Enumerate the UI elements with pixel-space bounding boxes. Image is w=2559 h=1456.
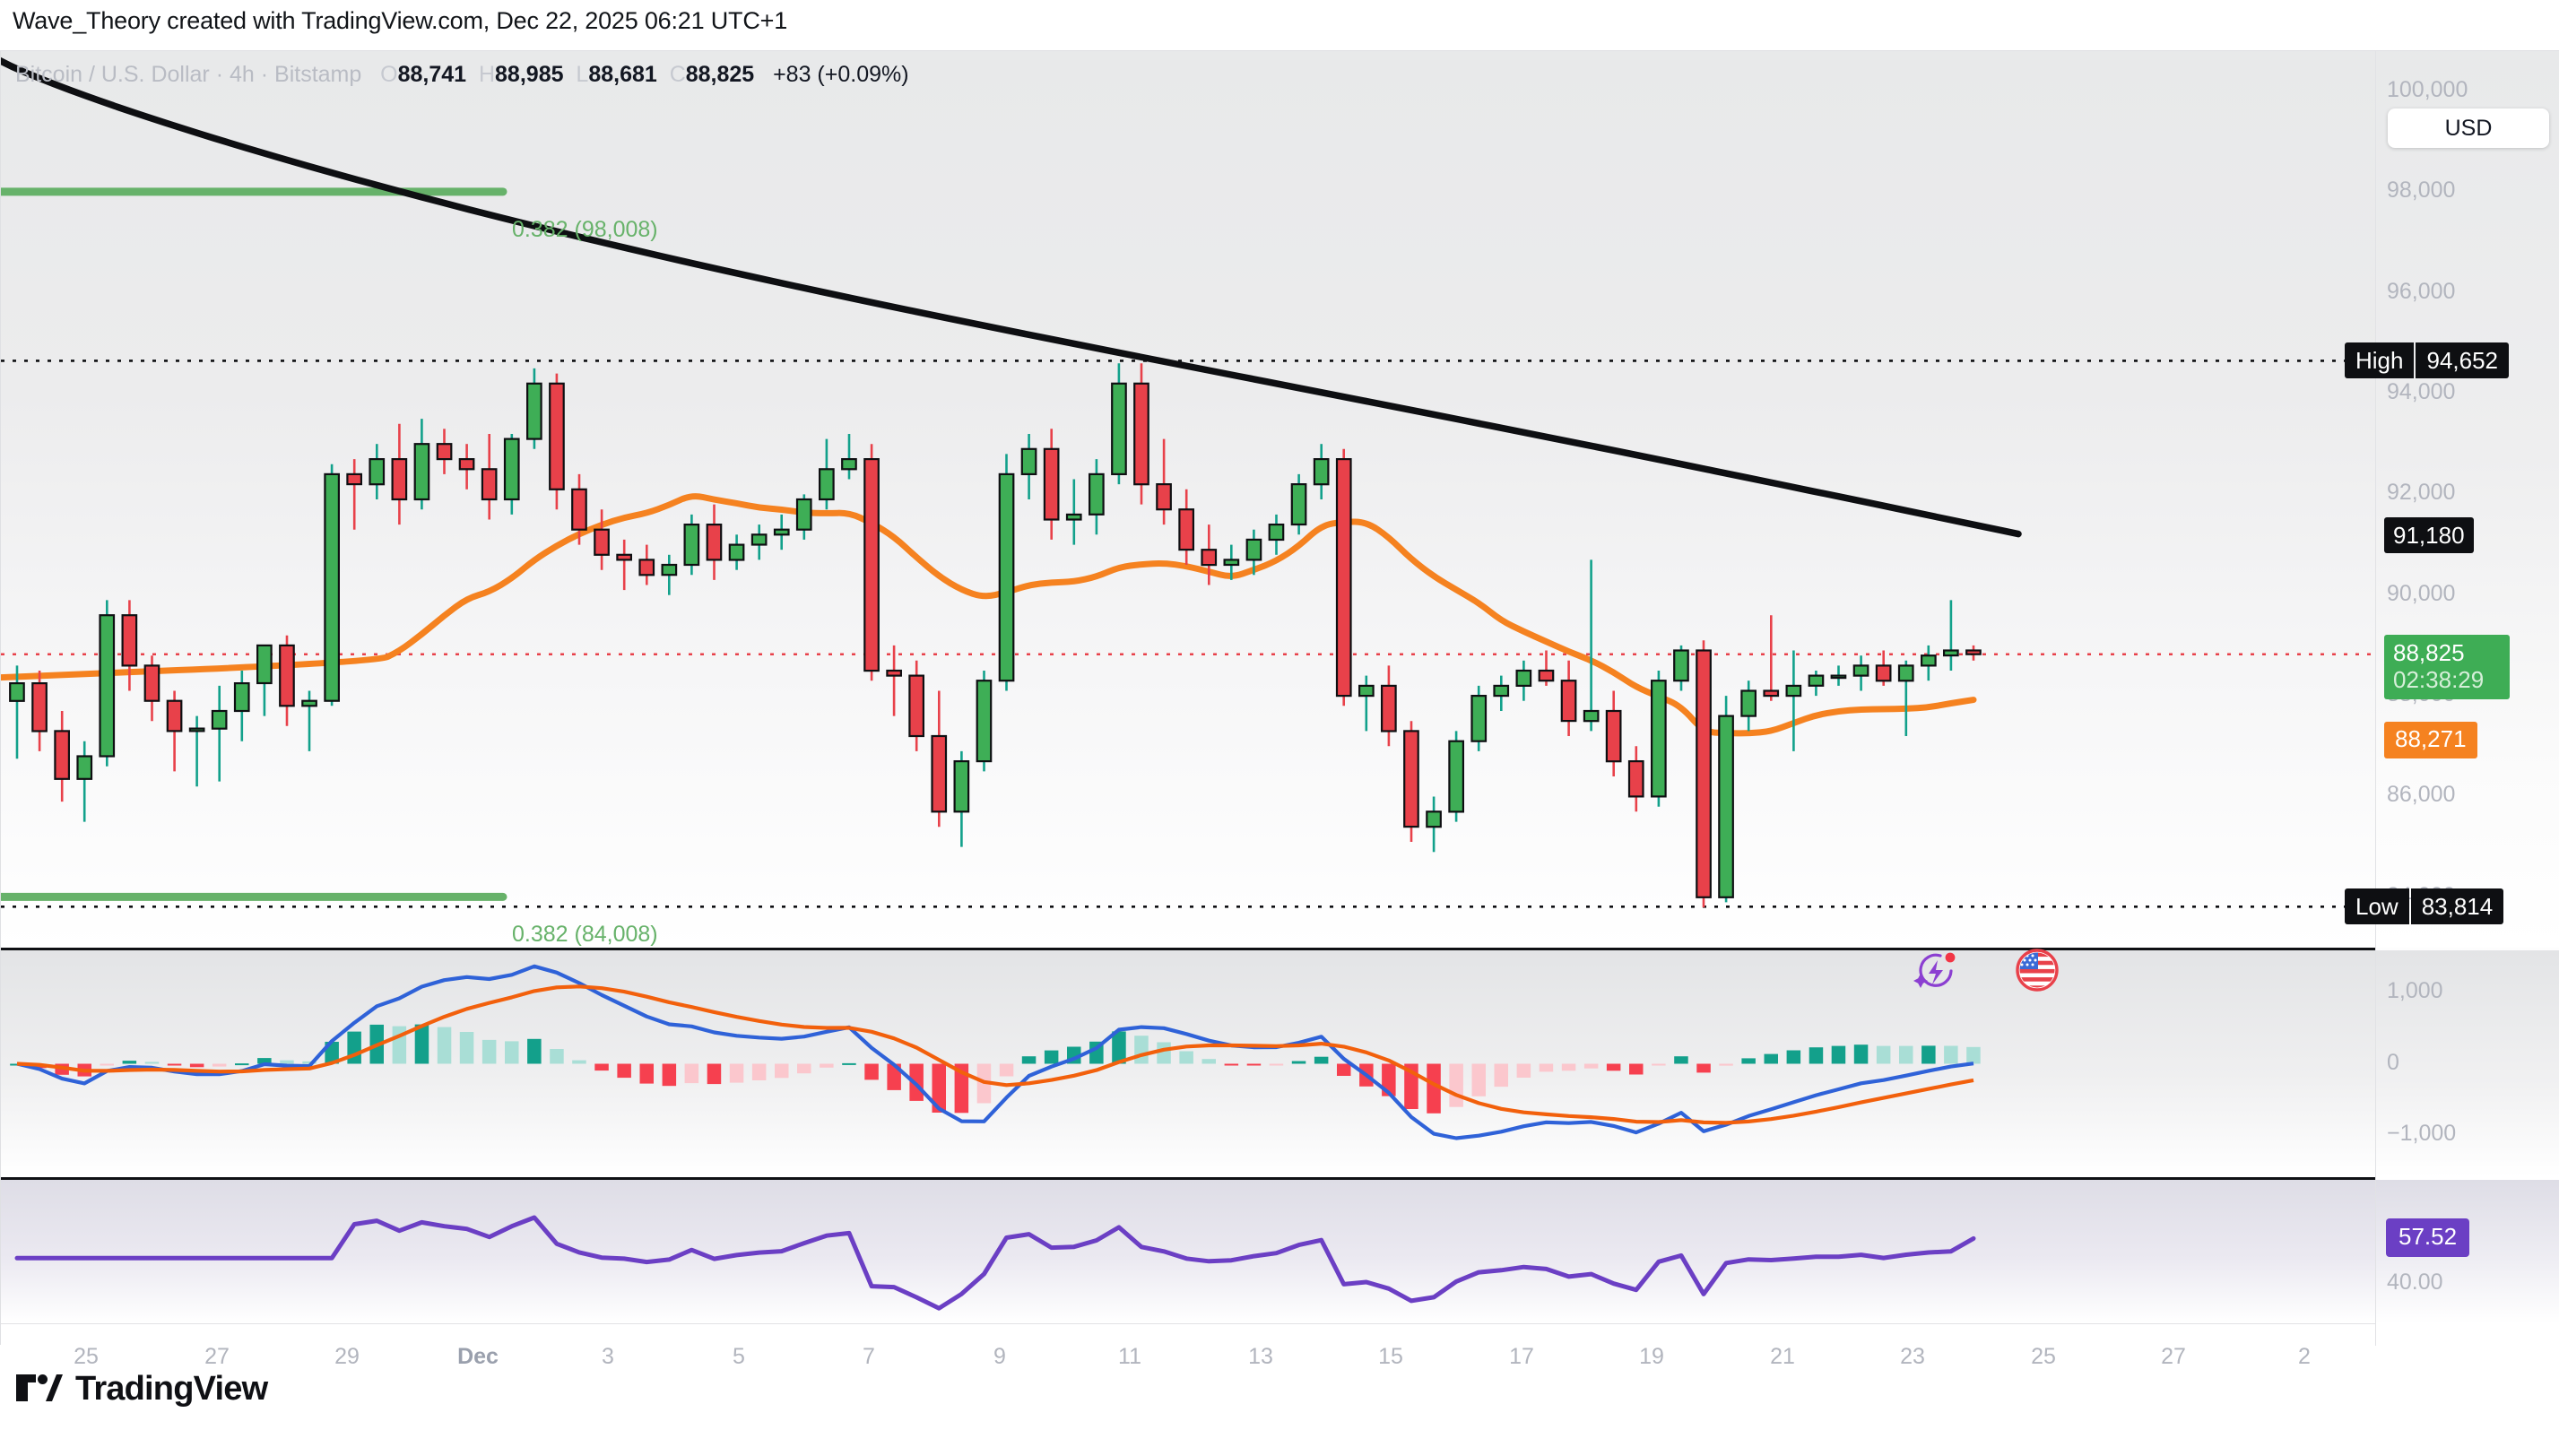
time-tick-label: 15 <box>1378 1344 1403 1369</box>
legend-close-value: 88,825 <box>685 62 755 87</box>
ai-sparkle-icon[interactable] <box>1911 948 1959 996</box>
high-badge-value: 94,652 <box>2416 342 2510 378</box>
time-tick-label: 3 <box>602 1344 614 1369</box>
brand-name: TradingView <box>75 1370 268 1408</box>
time-tick-label: 23 <box>1900 1344 1925 1369</box>
ema-price-badge: 88,271 <box>2384 722 2477 758</box>
price-tick: 94,000 <box>2387 379 2456 404</box>
legend-exchange: Bitstamp <box>274 62 362 87</box>
legend-sep-1: · <box>215 62 224 87</box>
legend-symbol: Bitcoin / U.S. Dollar <box>15 62 210 87</box>
time-tick-label: 25 <box>2031 1344 2056 1369</box>
bar-countdown: 02:38:29 <box>2393 666 2485 693</box>
rsi-tick: 40.00 <box>2387 1270 2443 1295</box>
price-tick: 100,000 <box>2387 77 2468 102</box>
ma-price-badge: 91,180 <box>2384 517 2474 553</box>
low-badge-value: 83,814 <box>2410 888 2504 924</box>
time-tick-label: 13 <box>1248 1344 1273 1369</box>
last-price-value: 88,825 <box>2393 639 2465 666</box>
price-tick: 98,000 <box>2387 178 2456 203</box>
fib-label-upper: 0.382 (98,008) <box>512 216 658 242</box>
time-tick-label: 29 <box>334 1344 360 1369</box>
time-tick-label: 19 <box>1639 1344 1664 1369</box>
time-tick-label: 2 <box>2298 1344 2311 1369</box>
time-tick-label: 17 <box>1509 1344 1534 1369</box>
legend-change: +83 (+0.09%) <box>773 62 909 87</box>
rsi-plot-svg <box>14 1215 1976 1311</box>
low-price-badge: Low 83,814 <box>2345 888 2504 924</box>
time-tick-label: Dec <box>457 1344 499 1369</box>
macd-axis-segment <box>2376 950 2559 1177</box>
high-price-badge: High 94,652 <box>2345 342 2510 378</box>
time-tick-label: 11 <box>1118 1344 1141 1369</box>
time-tick-label: 25 <box>74 1344 99 1369</box>
price-tick: 90,000 <box>2387 581 2456 606</box>
chart-legend[interactable]: Bitcoin / U.S. Dollar · 4h · Bitstamp O8… <box>15 62 909 88</box>
macd-tick: 1,000 <box>2387 978 2443 1003</box>
price-tick: 92,000 <box>2387 480 2456 505</box>
legend-open-value: 88,741 <box>397 62 467 87</box>
legend-low-label: L <box>576 62 589 87</box>
chart-frame: Bitcoin / U.S. Dollar · 4h · Bitstamp O8… <box>0 50 2559 1395</box>
legend-open-label: O <box>380 62 398 87</box>
macd-plot-svg <box>10 964 1981 1140</box>
footer-brand: TradingView <box>16 1370 268 1408</box>
pane-separator-1[interactable] <box>1 948 2559 950</box>
time-tick-label: 27 <box>204 1344 230 1369</box>
macd-pane[interactable] <box>1 950 2375 1177</box>
time-tick-label: 21 <box>1770 1344 1795 1369</box>
fib-label-lower: 0.382 (84,008) <box>512 922 658 948</box>
us-flag-icon[interactable] <box>2015 948 2060 996</box>
last-price-badge[interactable]: 88,825 02:38:29 <box>2384 635 2510 699</box>
macd-tick: 0 <box>2387 1050 2399 1075</box>
time-tick-label: 9 <box>993 1344 1006 1369</box>
pane-separator-2[interactable] <box>1 1177 2559 1180</box>
legend-high-label: H <box>478 62 496 87</box>
high-badge-label: High <box>2345 342 2415 378</box>
rsi-pane[interactable] <box>1 1180 2375 1323</box>
price-pane[interactable] <box>1 51 2375 948</box>
currency-pill[interactable]: USD <box>2388 108 2549 148</box>
time-tick-label: 5 <box>733 1344 745 1369</box>
legend-interval: 4h <box>229 62 255 87</box>
time-tick-label: 7 <box>863 1344 875 1369</box>
rsi-value-badge: 57.52 <box>2386 1218 2470 1257</box>
price-axis-segment <box>2376 51 2559 948</box>
price-plot-svg <box>1 56 2375 908</box>
attribution-text: Wave_Theory created with TradingView.com… <box>13 7 788 34</box>
price-tick: 86,000 <box>2387 782 2456 807</box>
legend-high-value: 88,985 <box>495 62 564 87</box>
time-axis[interactable]: 25 27 29 Dec 3 5 7 9 11 13 15 17 19 21 23 25 27 2 <box>1 1323 2375 1395</box>
chart-overlay-icons <box>1911 948 2060 996</box>
price-tick: 96,000 <box>2387 279 2456 304</box>
low-badge-label: Low <box>2345 888 2409 924</box>
tradingview-logo-icon <box>16 1374 63 1405</box>
legend-low-value: 88,681 <box>588 62 657 87</box>
legend-close-label: C <box>669 62 686 87</box>
macd-tick: −1,000 <box>2387 1121 2457 1146</box>
legend-sep-2: · <box>260 62 269 87</box>
time-tick-label: 27 <box>2161 1344 2186 1369</box>
